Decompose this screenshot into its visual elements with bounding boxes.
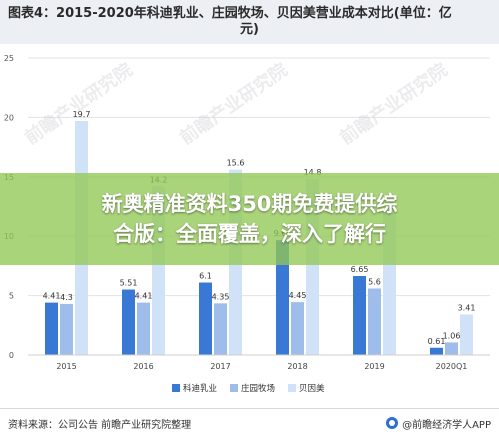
overlay-banner[interactable]: 新奥精准资料350期免费提供综 合版：全面覆盖，深入了解行 [0, 173, 499, 265]
bar-value-label: 3.41 [458, 303, 476, 312]
bar-value-label: 4.35 [212, 292, 230, 301]
bar [276, 240, 289, 355]
legend-label: 科迪乳业 [183, 383, 217, 394]
brand-name: @前瞻经济学人APP [402, 419, 491, 431]
legend-label: 庄园牧场 [241, 383, 275, 394]
x-tick-label: 2018 [287, 362, 307, 371]
bar-value-label: 15.6 [227, 159, 245, 168]
bar [199, 282, 212, 355]
y-tick-label: 0 [9, 351, 14, 360]
bar-value-label: 6.1 [199, 272, 212, 281]
x-tick-label: 2016 [133, 362, 153, 371]
bar [122, 289, 135, 355]
banner-line-2: 合版：全面覆盖，深入了解行 [113, 222, 386, 246]
y-tick-label: 25 [4, 54, 14, 63]
brand: @前瞻经济学人APP [386, 416, 491, 431]
bar-value-label: 1.06 [443, 331, 461, 340]
y-tick-label: 5 [9, 292, 14, 301]
legend-label: 贝因美 [299, 383, 325, 394]
legend-swatch [230, 384, 238, 392]
chart-title-line1: 图表4：2015-2020年科迪乳业、庄园牧场、贝因美营业成本对比(单位：亿 [8, 6, 452, 21]
bar [368, 288, 381, 355]
legend-swatch [288, 384, 296, 392]
bar-value-label: 4.41 [135, 292, 153, 301]
bar-value-label: 14.8 [304, 168, 322, 177]
bar-value-label: 4.45 [289, 291, 307, 300]
bar-value-label: 5.6 [368, 277, 381, 286]
bar [137, 302, 150, 355]
source-note: 资料来源：公司公告 前瞻产业研究院整理 [8, 419, 192, 431]
brand-logo-icon [386, 417, 399, 429]
bar [291, 302, 304, 355]
legend-swatch [172, 384, 180, 392]
bar [45, 302, 58, 355]
bar-value-label: 6.65 [351, 265, 369, 274]
bar [430, 347, 443, 355]
bar-value-label: 0.61 [428, 337, 446, 346]
x-tick-label: 2020Q1 [436, 362, 468, 371]
x-tick-label: 2015 [56, 362, 76, 371]
x-tick-label: 2019 [364, 362, 384, 371]
bar [60, 303, 73, 355]
bar-value-label: 4.3 [60, 293, 73, 302]
bar-value-label: 5.51 [120, 279, 138, 288]
banner-line-1: 新奥精准资料350期免费提供综 [101, 192, 398, 216]
bar [445, 342, 458, 355]
bar [460, 314, 473, 355]
chart-title-line2: 元) [240, 22, 259, 37]
footer: 资料来源：公司公告 前瞻产业研究院整理 @前瞻经济学人APP [0, 408, 499, 437]
bar-value-label: 19.7 [73, 110, 91, 119]
bar [353, 275, 366, 355]
bar [214, 303, 227, 355]
bar-value-label: 4.41 [43, 292, 61, 301]
chart-title: 图表4：2015-2020年科迪乳业、庄园牧场、贝因美营业成本对比(单位：亿 元… [0, 0, 499, 44]
y-tick-label: 20 [4, 113, 14, 122]
x-tick-label: 2017 [210, 362, 230, 371]
